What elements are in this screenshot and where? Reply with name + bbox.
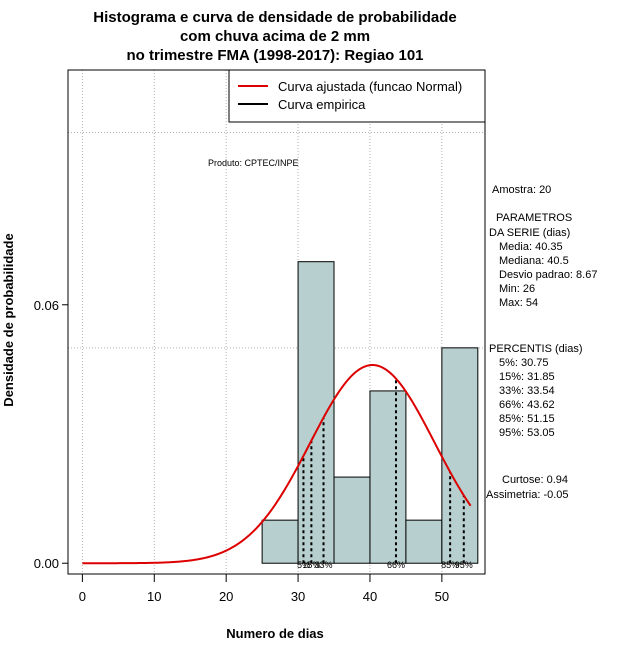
legend: Curva ajustada (funcao Normal) Curva emp… <box>228 69 486 123</box>
stat-params-title-1: PARAMETROS <box>496 212 572 224</box>
curve-layer <box>82 364 472 565</box>
stat-skewness: Assimetria: -0.05 <box>486 489 569 501</box>
histogram-bar <box>333 476 371 564</box>
stat-sample-size: Amostra: 20 <box>492 184 551 196</box>
legend-label-fitted: Curva ajustada (funcao Normal) <box>278 79 462 94</box>
x-tick-label: 50 <box>435 589 449 604</box>
stat-median: Mediana: 40.5 <box>499 255 569 267</box>
histogram-bar <box>297 261 335 564</box>
percentile-66: 66%: 43.62 <box>499 399 555 411</box>
y-tick-label: 0.00 <box>34 556 59 571</box>
percentile-label: 33% <box>315 560 333 570</box>
stat-min: Min: 26 <box>499 283 535 295</box>
percentile-label: 95% <box>455 560 473 570</box>
legend-box <box>228 69 486 123</box>
percentile-label: 15% <box>302 560 320 570</box>
y-tick-label: 0.06 <box>34 298 59 313</box>
product-note: Produto: CPTEC/INPE <box>208 158 299 168</box>
histogram-bar <box>369 390 407 564</box>
x-tick-label: 0 <box>79 589 86 604</box>
x-tick-label: 30 <box>291 589 305 604</box>
histogram-bar <box>261 519 299 564</box>
y-axis-label: Densidade de probabilidade <box>1 233 16 406</box>
percentiles-title: PERCENTIS (dias) <box>489 343 583 355</box>
percentile-5: 5%: 30.75 <box>499 357 549 369</box>
x-tick-label: 20 <box>219 589 233 604</box>
series-statistics: Amostra: 20 PARAMETROS DA SERIE (dias) M… <box>486 184 597 501</box>
percentile-85: 85%: 51.15 <box>499 413 555 425</box>
x-axis-label: Numero de dias <box>226 626 324 641</box>
fitted-normal-curve <box>82 364 472 565</box>
chart-title-line-3: no trimestre FMA (1998-2017): Regiao 101 <box>126 47 423 64</box>
stat-mean: Media: 40.35 <box>499 241 563 253</box>
stat-params-title-2: DA SERIE (dias) <box>489 227 570 239</box>
stat-max: Max: 54 <box>499 297 538 309</box>
percentile-label: 85% <box>441 560 459 570</box>
percentile-33: 33%: 33.54 <box>499 385 555 397</box>
grid-layer <box>68 70 485 574</box>
bar-layer <box>261 261 479 564</box>
legend-label-empirical: Curva empirica <box>278 97 366 112</box>
chart-title-line-2: com chuva acima de 2 mm <box>180 28 370 45</box>
stat-kurtosis: Curtose: 0.94 <box>502 474 568 486</box>
percentile-label: 66% <box>387 560 405 570</box>
percentile-95: 95%: 53.05 <box>499 427 555 439</box>
plot-frame <box>67 69 486 575</box>
stat-std-dev: Desvio padrao: 8.67 <box>499 269 597 281</box>
percentile-label: 5% <box>297 560 310 570</box>
histogram-bar <box>405 519 443 564</box>
histogram-bar <box>441 347 479 564</box>
chart-title-line-1: Histograma e curva de densidade de proba… <box>93 9 456 26</box>
percentile-layer: 5%15%33% 66% 85%95% <box>297 378 473 570</box>
percentile-15: 15%: 31.85 <box>499 371 555 383</box>
x-tick-label: 40 <box>363 589 377 604</box>
x-tick-label: 10 <box>147 589 161 604</box>
